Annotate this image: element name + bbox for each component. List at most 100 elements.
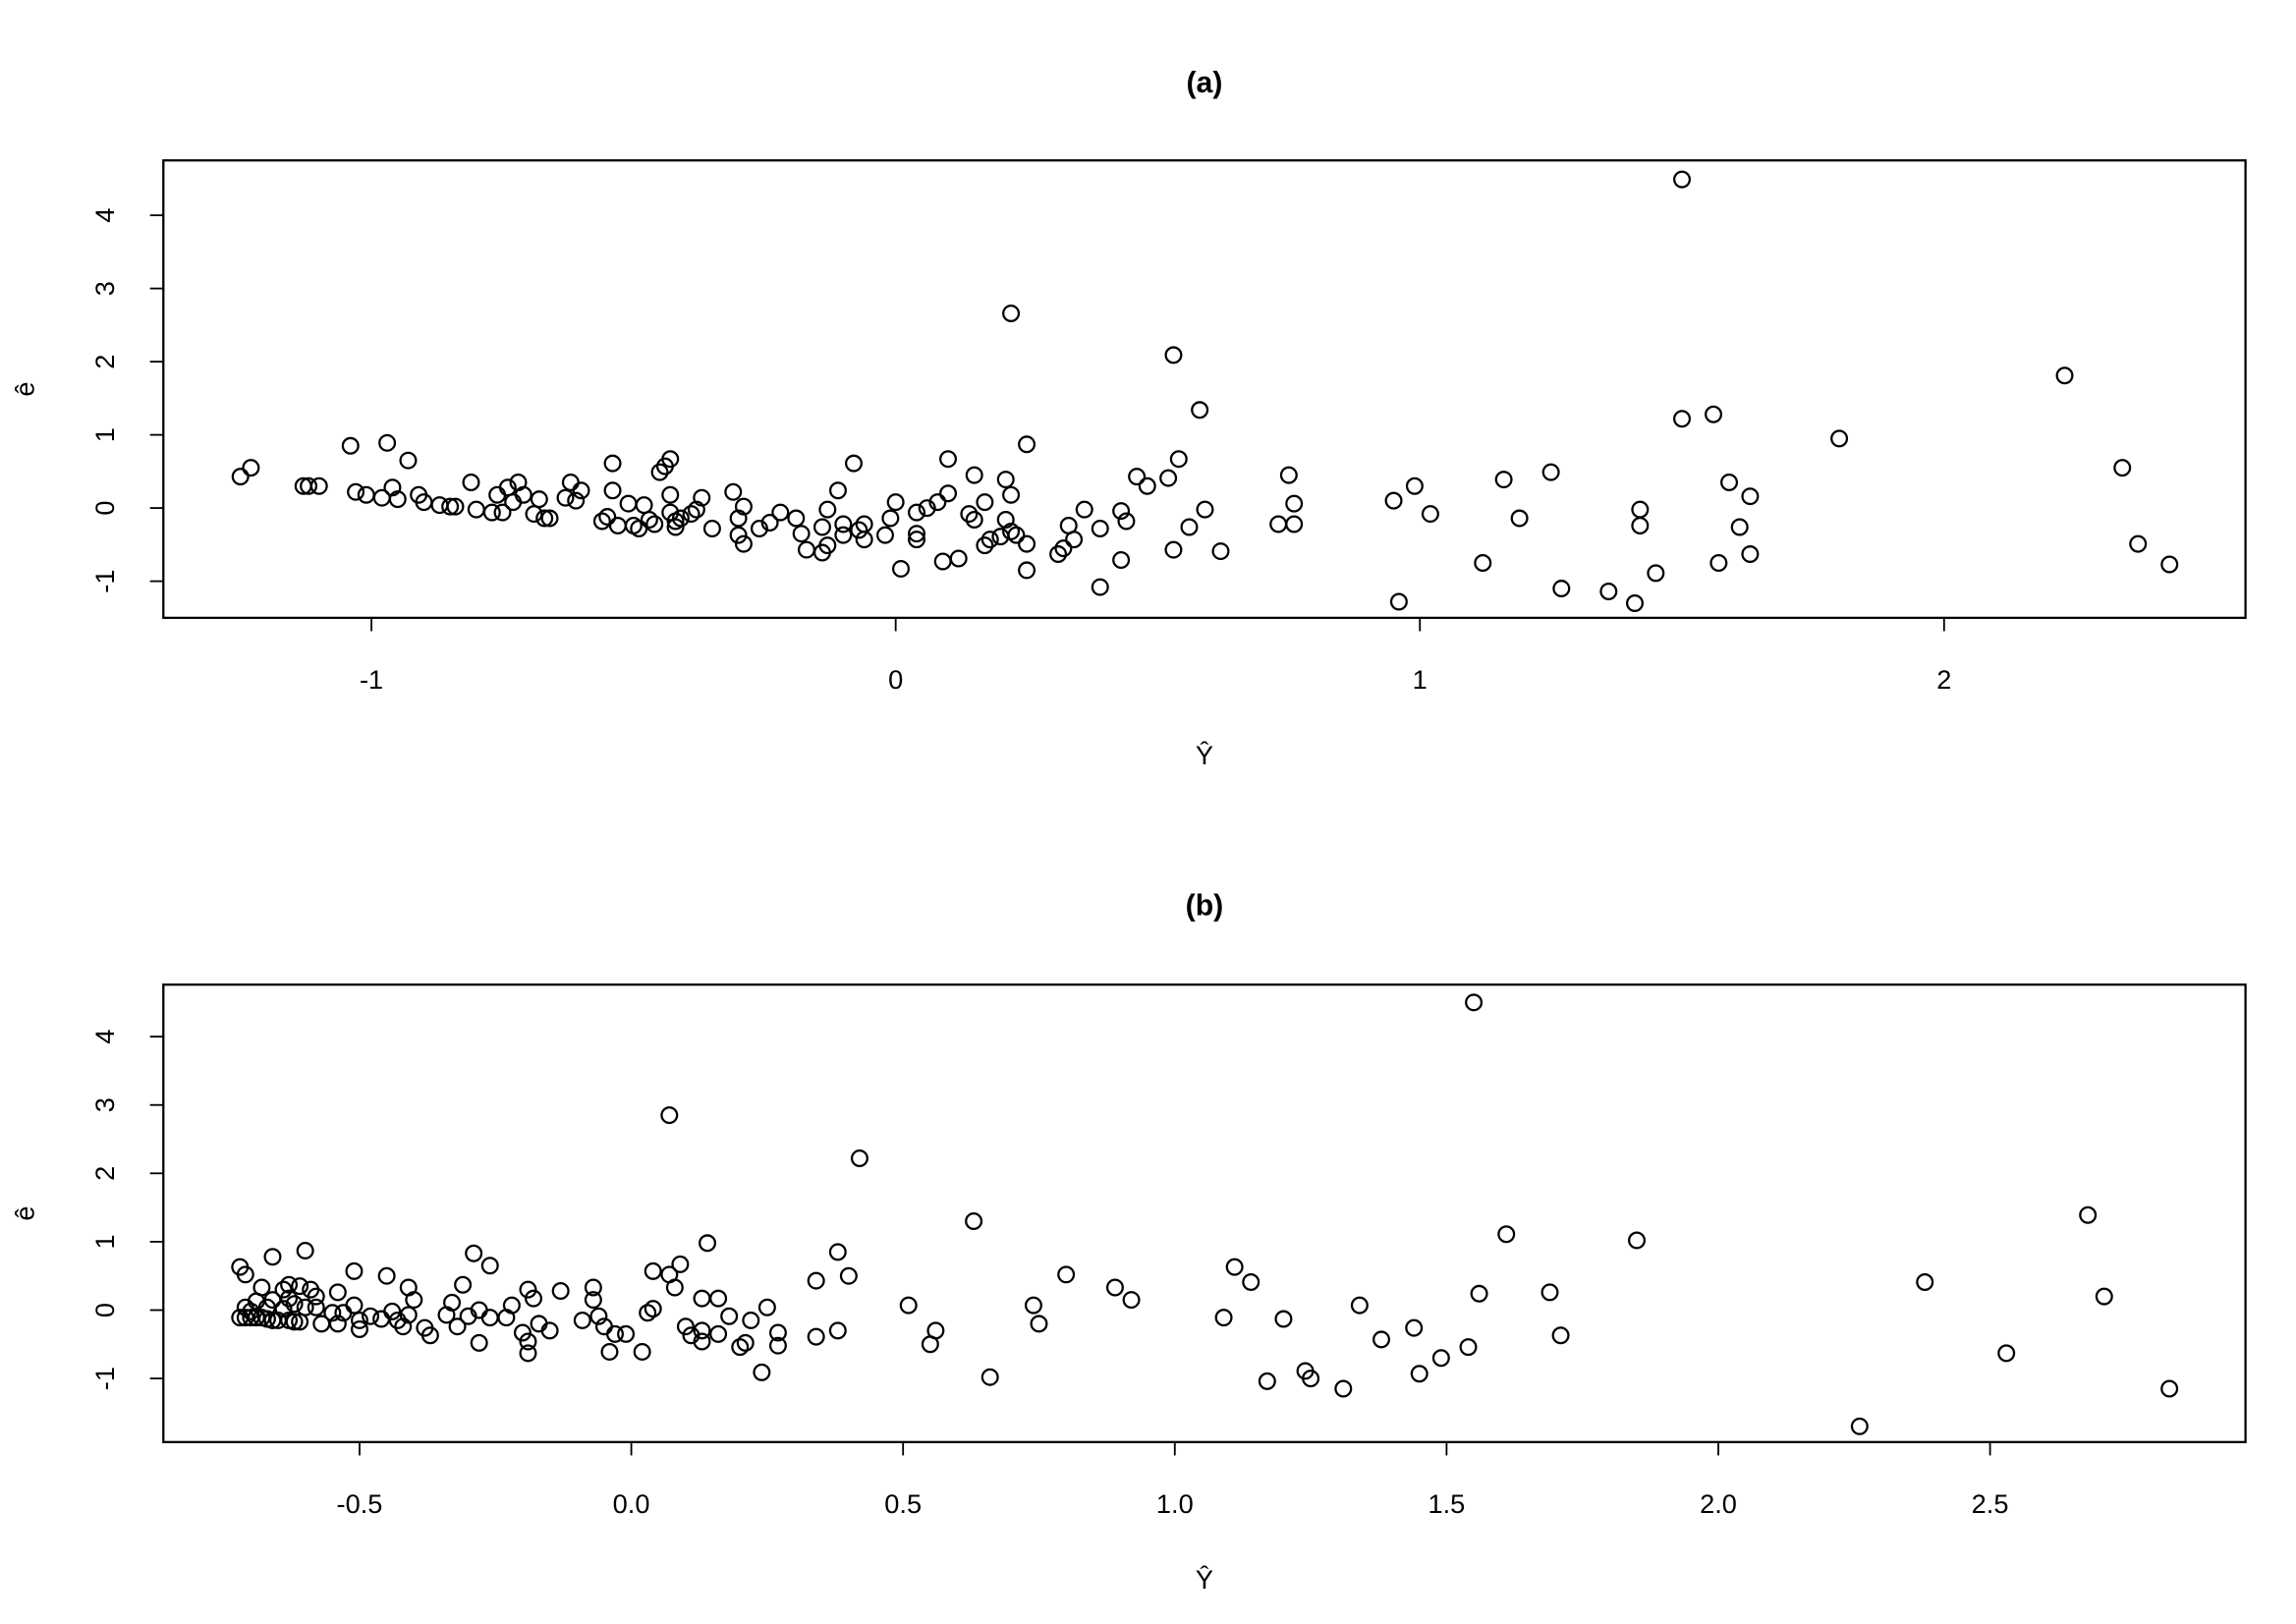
point: [1470, 1284, 1488, 1303]
point: [665, 1278, 684, 1297]
point: [493, 503, 512, 522]
point: [828, 481, 847, 500]
point: [1673, 170, 1692, 189]
point: [2079, 1205, 2098, 1224]
point: [280, 1275, 299, 1294]
point: [965, 466, 983, 484]
point: [2160, 555, 2179, 574]
point: [280, 1289, 299, 1308]
point: [420, 1326, 439, 1345]
point: [828, 1321, 847, 1340]
x-tick-label: 1.0: [1156, 1488, 1194, 1519]
point: [603, 454, 622, 473]
x-tick-label: -1: [360, 664, 383, 695]
point: [1057, 1265, 1076, 1284]
point: [504, 493, 523, 512]
point: [567, 491, 586, 510]
point: [1673, 410, 1692, 428]
x-tick-label: 2: [1936, 664, 1951, 695]
point: [1626, 593, 1644, 612]
point: [1018, 435, 1036, 454]
point: [720, 1307, 739, 1325]
point: [828, 1243, 847, 1261]
point: [933, 552, 952, 571]
point: [1389, 592, 1408, 611]
point: [1242, 1272, 1260, 1291]
point: [640, 511, 658, 530]
point: [1741, 545, 1760, 564]
point: [633, 1342, 651, 1361]
point: [1279, 466, 1298, 484]
point: [502, 1296, 521, 1315]
point: [839, 1266, 858, 1285]
point: [639, 1304, 657, 1322]
point: [584, 1278, 602, 1297]
y-axis-label: ê: [9, 381, 39, 396]
point: [345, 1296, 364, 1315]
point: [1551, 1326, 1570, 1345]
point: [736, 1333, 755, 1352]
point: [470, 1333, 488, 1352]
point: [328, 1315, 347, 1333]
x-axis-label: Ŷ: [1196, 740, 1213, 770]
point: [734, 534, 753, 553]
point: [513, 1323, 532, 1342]
point: [573, 1311, 591, 1329]
point: [731, 1338, 750, 1357]
point: [1631, 516, 1650, 534]
point: [834, 526, 853, 544]
point: [996, 471, 1015, 489]
point: [377, 1266, 396, 1285]
x-tick-label: 0: [888, 664, 903, 695]
point: [362, 1307, 380, 1325]
point: [844, 454, 863, 473]
point: [462, 474, 480, 492]
x-tick-label: 2.0: [1700, 1488, 1737, 1519]
point: [1269, 515, 1288, 533]
point: [818, 536, 837, 555]
point: [242, 459, 260, 477]
y-tick-label: -1: [89, 570, 120, 593]
point: [812, 518, 831, 536]
x-tick-label: 1: [1413, 664, 1428, 695]
x-tick-label: 2.5: [1972, 1488, 2009, 1519]
point: [307, 1287, 325, 1306]
point: [1122, 1291, 1141, 1310]
point: [519, 1332, 537, 1351]
point: [465, 1244, 483, 1262]
point: [980, 531, 999, 549]
point: [1002, 304, 1021, 322]
point: [661, 485, 680, 504]
point: [682, 505, 700, 524]
point: [383, 478, 402, 497]
point: [693, 1289, 711, 1308]
point: [328, 1283, 347, 1302]
y-tick-label: 1: [89, 427, 120, 442]
point: [1112, 502, 1131, 521]
point: [1164, 346, 1183, 364]
point: [729, 509, 748, 528]
point: [383, 1302, 402, 1320]
point: [1410, 1365, 1428, 1383]
point: [792, 525, 811, 543]
point: [482, 503, 501, 522]
point: [928, 493, 947, 512]
point: [399, 1306, 418, 1324]
point: [1705, 405, 1723, 423]
point: [1465, 993, 1484, 1012]
point: [584, 1291, 602, 1310]
point: [1372, 1330, 1391, 1349]
point: [307, 1298, 325, 1316]
point: [757, 1298, 776, 1316]
point: [671, 1255, 690, 1273]
point: [797, 540, 815, 559]
point: [372, 1310, 391, 1328]
point: [1024, 1296, 1042, 1315]
point: [561, 474, 580, 492]
point: [1302, 1370, 1320, 1388]
point: [949, 549, 968, 568]
point: [514, 485, 532, 504]
point: [399, 451, 418, 470]
point: [886, 493, 905, 512]
